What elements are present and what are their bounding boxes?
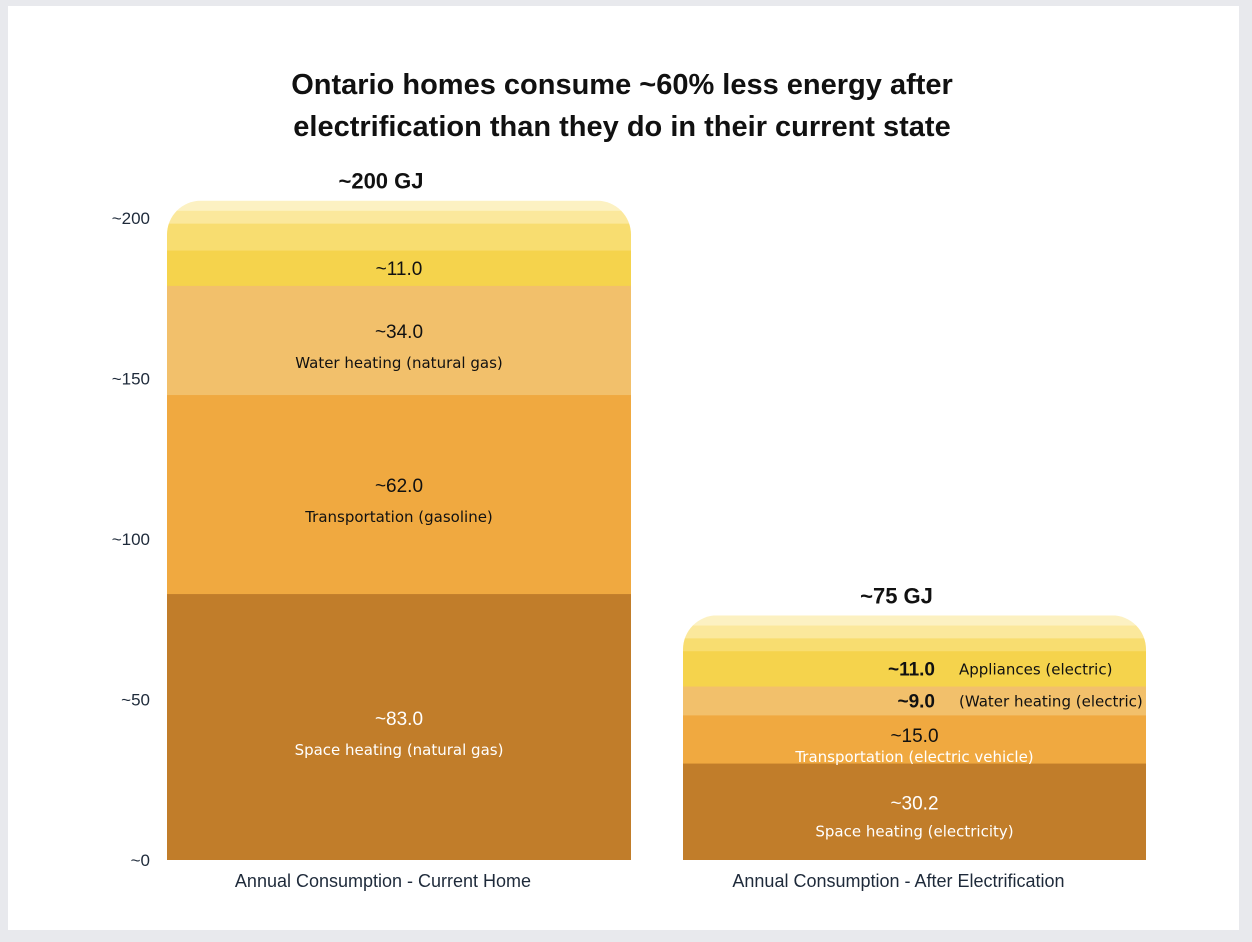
bar-segment <box>683 637 1146 652</box>
chart-title-line-1: Ontario homes consume ~60% less energy a… <box>291 69 953 101</box>
segment-value-label: ~62.0 <box>375 476 423 497</box>
bar-total-label: ~75 GJ <box>860 583 933 608</box>
bar-total-label: ~200 GJ <box>338 169 423 194</box>
y-tick-label: ~50 <box>121 691 150 710</box>
bar-segment <box>167 394 631 595</box>
bar-segment <box>683 650 1146 687</box>
segment-value-label: ~15.0 <box>890 726 938 747</box>
bar-segment <box>683 625 1146 639</box>
segment-value-label: ~83.0 <box>375 709 423 730</box>
y-tick-label: ~200 <box>112 209 150 228</box>
bar-segment <box>167 593 631 860</box>
bar-segment <box>683 763 1146 860</box>
y-tick-label: ~0 <box>131 851 150 870</box>
bar-segment <box>167 285 631 396</box>
segment-value-label: ~11.0 <box>888 659 935 680</box>
bar-segment <box>167 250 631 286</box>
bar-segment <box>683 686 1146 716</box>
segment-value-label: ~30.2 <box>890 794 938 815</box>
bar-segment <box>167 223 631 251</box>
segment-category-label: Space heating (natural gas) <box>295 741 504 759</box>
bar-after-electrification <box>683 615 1146 860</box>
segment-value-label: ~9.0 <box>897 691 935 712</box>
segment-value-label: ~11.0 <box>376 259 423 280</box>
y-tick-label: ~100 <box>112 530 150 549</box>
bar-current-home <box>167 200 631 860</box>
segment-category-label: Water heating (natural gas) <box>295 354 503 372</box>
segment-category-label: Appliances (electric) <box>959 660 1112 678</box>
segment-category-label: Transportation (electric vehicle) <box>794 748 1033 766</box>
segment-category-label: Transportation (gasoline) <box>304 508 493 526</box>
x-category-label: Annual Consumption - After Electrificati… <box>732 871 1064 891</box>
bar-segment <box>683 615 1146 626</box>
x-category-label: Annual Consumption - Current Home <box>235 871 531 891</box>
bar-segment <box>167 200 631 211</box>
segment-category-label: (Water heating (electric) <box>959 692 1143 710</box>
y-tick-label: ~150 <box>112 370 150 389</box>
segment-value-label: ~34.0 <box>375 322 423 343</box>
chart-title-line-2: electrification than they do in their cu… <box>293 111 950 143</box>
bar-segment <box>683 714 1146 764</box>
bar-segment <box>167 210 631 224</box>
segment-category-label: Space heating (electricity) <box>815 823 1013 841</box>
